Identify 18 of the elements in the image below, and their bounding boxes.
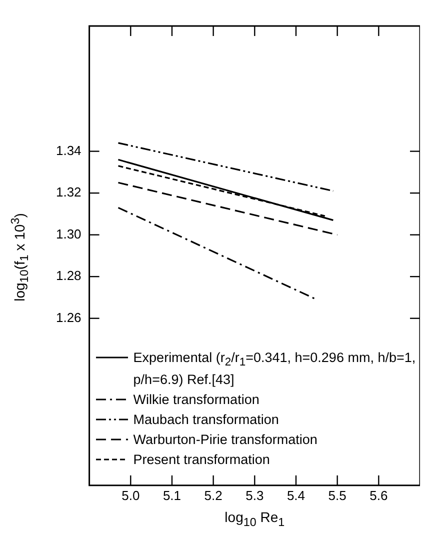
- x-tick-label: 5.3: [246, 488, 264, 503]
- x-tick-label: 5.5: [328, 488, 346, 503]
- x-tick-label: 5.2: [204, 488, 222, 503]
- legend-label: Wilkie transformation: [133, 391, 260, 408]
- y-tick-label: 1.26: [56, 310, 82, 325]
- x-tick-label: 5.1: [162, 488, 182, 503]
- y-tick-label: 1.30: [56, 226, 82, 242]
- x-tick-label: 5.6: [370, 488, 388, 503]
- y-tick-label: 1.28: [56, 268, 82, 284]
- x-axis-title: log$_{10}$ Re$_{1}$: [224, 509, 286, 530]
- legend-label: Warburton-Pirie transformation: [133, 431, 318, 448]
- legend-label: Present transformation: [133, 451, 270, 468]
- y-tick-label: 1.32: [56, 184, 82, 200]
- legend-label: Maubach transformation: [133, 411, 279, 428]
- x-tick-label: 5.4: [286, 488, 306, 503]
- y-tick-label: 1.34: [56, 142, 82, 158]
- legend-label: Experimental (r$_{2}$/r$_{1}$=0.341, h=0.296 mm, h/b=1, p/h=6.9) Ref.[43]: [133, 348, 416, 388]
- x-tick-label: 5.0: [122, 488, 140, 503]
